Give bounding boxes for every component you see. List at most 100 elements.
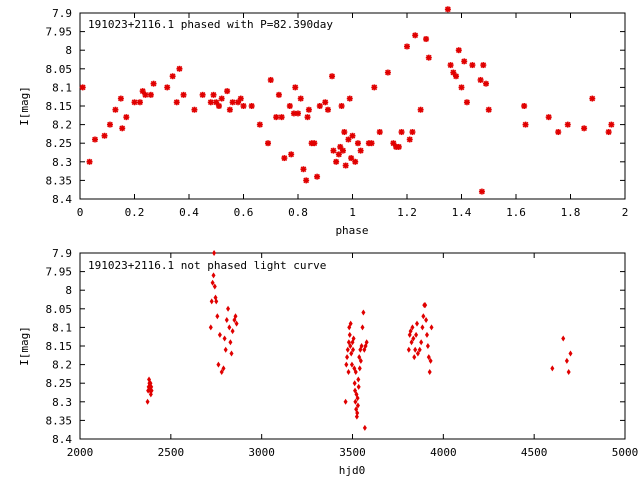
data-point: [424, 316, 429, 323]
data-point: [221, 365, 226, 372]
data-point: [345, 136, 352, 143]
data-point: [286, 103, 293, 109]
data-point: [292, 84, 299, 91]
data-point: [352, 158, 359, 165]
data-point: [550, 365, 555, 372]
data-point: [421, 313, 426, 320]
data-point: [273, 114, 280, 121]
data-point: [427, 369, 432, 376]
data-point: [458, 84, 465, 91]
y-tick-label: 8.3: [52, 156, 72, 169]
data-point: [447, 62, 454, 69]
data-point: [357, 365, 362, 372]
chart-title: 191023+2116.1 phased with P=82.390day: [88, 18, 333, 31]
data-point: [112, 106, 119, 113]
data-point: [227, 324, 232, 331]
data-point: [297, 95, 304, 102]
y-tick-label: 7.95: [46, 266, 73, 279]
data-point: [564, 121, 571, 128]
data-point: [364, 339, 369, 346]
data-point: [233, 313, 238, 320]
data-point: [398, 129, 405, 136]
data-point: [217, 331, 222, 338]
data-point: [417, 346, 422, 353]
data-point: [343, 398, 348, 405]
y-tick-label: 7.95: [46, 26, 73, 39]
data-point: [368, 140, 375, 147]
data-point: [426, 354, 431, 361]
data-point: [136, 99, 143, 106]
data-point: [346, 95, 353, 102]
data-point: [351, 346, 356, 353]
data-point: [248, 103, 255, 109]
x-tick-label: 0.6: [234, 206, 254, 219]
data-point: [354, 413, 359, 420]
unphased-light-curve-panel: 191023+2116.1 not phased light curve hjd…: [18, 247, 638, 477]
data-point: [415, 350, 420, 357]
data-point: [335, 151, 342, 158]
data-point: [564, 357, 569, 364]
y-tick-label: 7.9: [52, 247, 72, 260]
data-point: [211, 272, 216, 279]
x-tick-label: 1: [349, 206, 356, 219]
data-point: [420, 324, 425, 331]
data-point: [349, 350, 354, 357]
data-point: [608, 121, 615, 128]
data-point: [173, 99, 180, 106]
data-point: [216, 361, 221, 368]
data-point: [229, 99, 236, 106]
phased-light-curve-panel: 191023+2116.1 phased with P=82.390day ph…: [18, 6, 628, 237]
data-point: [199, 91, 206, 98]
data-point: [566, 369, 571, 376]
data-point: [311, 140, 318, 147]
data-point: [408, 328, 413, 335]
data-point: [324, 106, 331, 113]
data-point: [358, 357, 363, 364]
data-point: [329, 73, 336, 80]
x-tick-label: 1.4: [452, 206, 472, 219]
data-point: [355, 402, 360, 409]
data-point: [353, 398, 358, 405]
y-tick-label: 8.3: [52, 396, 72, 409]
data-point: [480, 62, 487, 69]
data-point: [410, 324, 415, 331]
data-point: [212, 250, 217, 256]
data-point: [545, 114, 552, 121]
y-tick-label: 8.35: [46, 174, 73, 187]
data-point: [371, 84, 378, 91]
data-point: [455, 47, 462, 54]
data-point: [265, 140, 272, 147]
data-point: [568, 350, 573, 357]
data-point: [215, 313, 220, 320]
data-point: [214, 298, 219, 305]
data-point: [409, 339, 414, 346]
data-point: [333, 158, 340, 165]
data-point: [411, 335, 416, 342]
data-point: [483, 80, 490, 87]
x-tick-label: 2: [622, 206, 629, 219]
y-tick-label: 8: [65, 284, 72, 297]
x-tick-label: 0.2: [125, 206, 145, 219]
data-point: [224, 316, 229, 323]
data-point: [561, 335, 566, 342]
data-point: [230, 328, 235, 335]
chart-title: 191023+2116.1 not phased light curve: [88, 259, 326, 272]
y-tick-label: 8.35: [46, 414, 73, 427]
data-point: [219, 369, 224, 376]
y-tick-label: 8.15: [46, 340, 73, 353]
data-point: [360, 324, 365, 331]
x-tick-label: 0.8: [288, 206, 308, 219]
data-point: [341, 129, 348, 136]
x-tick-label: 2000: [67, 446, 94, 459]
data-point: [304, 114, 311, 121]
data-point: [229, 350, 234, 357]
y-tick-label: 8.05: [46, 303, 73, 316]
plot-frame: [79, 252, 626, 440]
data-point: [428, 357, 433, 364]
data-point: [355, 395, 360, 402]
data-point: [237, 95, 244, 102]
data-point: [223, 346, 228, 353]
data-point: [352, 380, 357, 387]
x-tick-label: 1.2: [397, 206, 417, 219]
data-point: [180, 91, 187, 98]
